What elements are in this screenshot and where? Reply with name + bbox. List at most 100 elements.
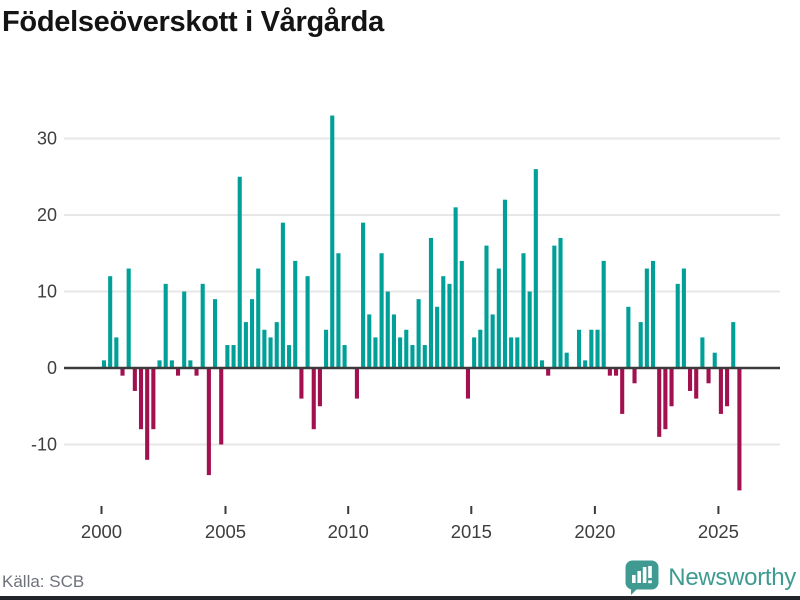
bar-2007-q2 <box>280 222 285 368</box>
footer-bar <box>0 596 800 600</box>
bar-2014-q4 <box>465 368 471 399</box>
bar-2012-q4 <box>416 299 421 368</box>
bar-2005-q3 <box>237 176 242 368</box>
bar-2008-q3 <box>311 368 316 430</box>
bar-2019-q3 <box>583 360 588 368</box>
bar-2010-q3 <box>361 222 366 368</box>
bar-2017-q1 <box>521 253 526 368</box>
bar-2015-q2 <box>478 329 483 368</box>
x-axis-label-2005: 2005 <box>205 521 246 542</box>
bar-2008-q4 <box>317 368 322 407</box>
bar-2009-q3 <box>336 253 341 368</box>
bar-2003-q2 <box>182 291 187 368</box>
bar-2005-q1 <box>225 345 230 368</box>
bar-2023-q3 <box>681 268 686 368</box>
bar-2023-q2 <box>675 283 680 368</box>
bar-2025-q4 <box>737 368 742 491</box>
bar-2025-q2 <box>725 368 730 407</box>
bar-2011-q2 <box>379 253 384 368</box>
y-axis-label-10: 10 <box>37 282 57 302</box>
bar-2007-q1 <box>274 322 279 368</box>
bar-2020-q2 <box>601 260 606 368</box>
bar-2015-q4 <box>490 314 495 368</box>
bar-2002-q3 <box>163 283 168 368</box>
bar-2022-q4 <box>663 368 668 430</box>
y-axis-label--10: -10 <box>31 435 57 455</box>
bar-2025-q3 <box>731 322 736 368</box>
bar-2024-q3 <box>706 368 711 384</box>
bar-2011-q1 <box>373 337 378 368</box>
brand-name: Newsworthy <box>668 564 796 591</box>
bar-2007-q4 <box>293 260 298 368</box>
x-axis-label-2020: 2020 <box>574 521 615 542</box>
bar-2018-q4 <box>564 352 569 368</box>
bar-2019-q4 <box>589 329 594 368</box>
bar-2013-q2 <box>428 237 434 368</box>
bar-2004-q3 <box>212 299 218 368</box>
bar-2016-q4 <box>515 337 520 368</box>
bar-2001-q2 <box>132 368 137 391</box>
bar-2019-q2 <box>576 329 582 368</box>
bar-2004-q1 <box>200 283 205 368</box>
x-axis-label-2015: 2015 <box>451 521 492 542</box>
bar-2016-q1 <box>496 268 501 368</box>
bar-2020-q1 <box>595 329 600 368</box>
bar-2012-q1 <box>398 337 403 368</box>
bar-2009-q2 <box>330 115 335 368</box>
y-axis-label-20: 20 <box>37 205 57 225</box>
bar-2000-q1 <box>101 360 107 368</box>
bar-2021-q3 <box>632 368 637 384</box>
bar-2010-q2 <box>354 368 359 399</box>
y-axis-label-0: 0 <box>47 358 57 378</box>
bar-2014-q1 <box>447 283 452 368</box>
bar-2017-q3 <box>533 169 538 368</box>
bar-2005-q4 <box>243 322 248 368</box>
bar-2017-q2 <box>527 291 532 368</box>
bar-2023-q4 <box>688 368 693 391</box>
bar-2004-q4 <box>219 368 224 445</box>
bar-2017-q4 <box>539 360 545 368</box>
bar-2016-q3 <box>509 337 514 368</box>
bar-2000-q4 <box>120 368 125 376</box>
bar-2013-q4 <box>441 276 446 368</box>
bar-2000-q2 <box>108 276 113 368</box>
bar-2003-q3 <box>188 360 193 368</box>
bar-2024-q1 <box>694 368 699 399</box>
bar-2012-q2 <box>404 329 409 368</box>
bar-2022-q1 <box>644 268 649 368</box>
bar-2010-q4 <box>367 314 372 368</box>
bar-2003-q1 <box>175 368 181 376</box>
bar-2015-q1 <box>472 337 477 368</box>
x-axis-label-2025: 2025 <box>698 521 739 542</box>
newsworthy-logo: Newsworthy <box>625 560 796 596</box>
bar-2013-q3 <box>435 306 440 368</box>
bar-2006-q4 <box>268 337 273 368</box>
bar-2023-q1 <box>669 368 674 407</box>
bar-2002-q2 <box>157 360 162 368</box>
bar-2007-q3 <box>287 345 292 368</box>
bar-2003-q4 <box>194 368 199 376</box>
bar-2006-q2 <box>256 268 261 368</box>
bar-2020-q4 <box>613 368 619 376</box>
bar-2004-q2 <box>206 368 211 476</box>
bar-2018-q3 <box>558 237 563 368</box>
bar-2021-q2 <box>626 306 631 368</box>
bar-2001-q3 <box>138 368 144 430</box>
bar-2001-q4 <box>145 368 150 460</box>
bar-2018-q2 <box>552 245 557 368</box>
bar-2021-q1 <box>620 368 625 414</box>
bar-2020-q3 <box>607 368 612 376</box>
bar-2011-q3 <box>385 291 390 368</box>
source-label: Källa: SCB <box>2 572 85 591</box>
bar-2015-q3 <box>484 245 489 368</box>
bar-2008-q1 <box>299 368 304 399</box>
bar-2002-q1 <box>151 368 156 430</box>
bar-2024-q2 <box>700 337 705 368</box>
bar-2009-q4 <box>342 345 347 368</box>
bar-2009-q1 <box>324 329 329 368</box>
bar-2025-q1 <box>718 368 723 414</box>
bar-2006-q1 <box>250 299 255 368</box>
bar-2014-q2 <box>453 207 458 368</box>
x-axis-label-2000: 2000 <box>81 521 122 542</box>
